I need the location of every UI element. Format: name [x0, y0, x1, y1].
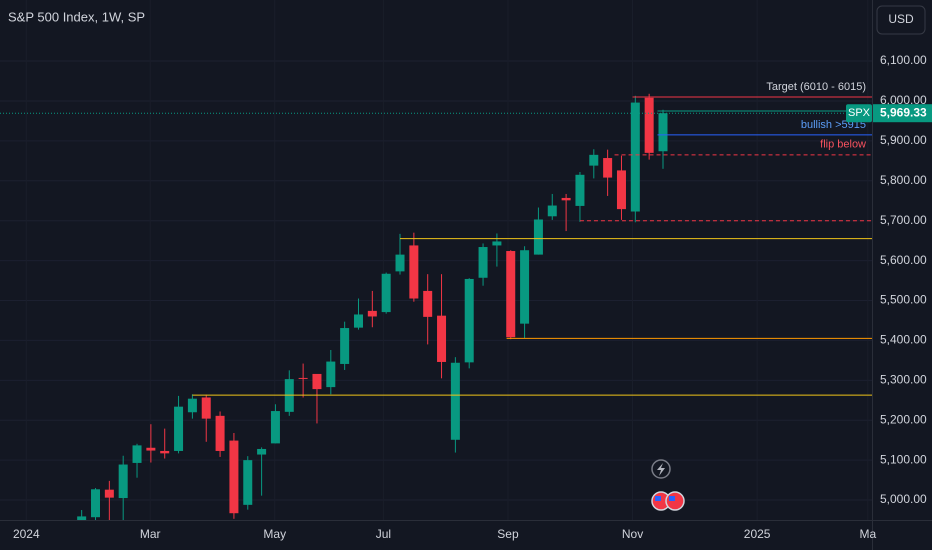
y-tick-label: 5,900.00	[880, 133, 927, 147]
candle-body	[506, 251, 516, 338]
candle-body	[367, 310, 377, 317]
candle-body	[603, 158, 613, 178]
candle-body	[547, 205, 557, 217]
level-label: flip below	[820, 139, 866, 151]
y-tick-label: 5,000.00	[880, 492, 927, 506]
candle-body	[589, 154, 599, 166]
event-icons	[651, 459, 685, 511]
x-tick-label: Sep	[497, 527, 519, 541]
candle-body	[353, 314, 363, 328]
candle-body	[561, 197, 571, 201]
candle-body	[630, 102, 640, 212]
flag	[655, 496, 661, 501]
candle-body	[326, 361, 336, 388]
candle-body	[91, 489, 101, 518]
x-tick-label: Nov	[622, 527, 643, 541]
y-tick-label: 5,600.00	[880, 253, 927, 267]
candle-body	[77, 516, 87, 520]
candle-body	[132, 445, 142, 463]
candle-body	[381, 273, 391, 313]
x-tick-label: 2025	[744, 527, 771, 541]
candle-body	[450, 362, 460, 440]
candle-body	[146, 447, 156, 451]
y-tick-label: 5,300.00	[880, 372, 927, 386]
candle-body	[658, 113, 668, 152]
candle-body	[312, 373, 322, 390]
x-tick-label: Jul	[376, 527, 391, 541]
x-tick-label: Mar	[140, 527, 161, 541]
candle-body	[478, 247, 488, 278]
y-tick-label: 6,000.00	[880, 93, 927, 107]
candle-body	[201, 397, 211, 419]
currency-label: USD	[888, 12, 914, 26]
candle-body	[616, 170, 626, 210]
candle-body	[464, 278, 474, 363]
candle-body	[533, 219, 543, 255]
symbol-label: SPX	[848, 107, 871, 119]
x-tick-label: Ma	[860, 527, 877, 541]
candle-body	[104, 489, 114, 498]
y-tick-label: 5,100.00	[880, 452, 927, 466]
axes: 5,000.00 5,100.00 5,200.00 5,300.00 5,400.00…	[13, 53, 932, 541]
y-tick-label: 5,800.00	[880, 173, 927, 187]
y-tick-label: 5,400.00	[880, 333, 927, 347]
x-tick-label: May	[263, 527, 286, 541]
chart-title: S&P 500 Index, 1W, SP	[8, 9, 145, 24]
flag	[669, 496, 675, 501]
candle-body	[215, 415, 225, 451]
symbol-tag	[846, 104, 872, 123]
candle-body	[644, 97, 654, 153]
candle-body	[160, 450, 170, 454]
y-tick-label: 5,700.00	[880, 213, 927, 227]
candle-body	[270, 411, 280, 444]
price-tag	[873, 104, 932, 123]
candle-body	[575, 174, 585, 206]
price-label: 5,969.33	[880, 105, 927, 119]
grid	[0, 60, 872, 501]
currency-button[interactable]	[876, 5, 926, 35]
candle-body	[298, 377, 308, 379]
candle-body	[409, 245, 419, 299]
y-tick-label: 6,100.00	[880, 53, 927, 67]
level-label: Target (6010 - 6015)	[766, 81, 866, 93]
candle-body	[187, 398, 197, 413]
y-tick-label: 5,200.00	[880, 412, 927, 426]
candle-body	[520, 250, 530, 324]
y-tick-label: 5,500.00	[880, 293, 927, 307]
candle-body	[395, 254, 405, 272]
x-tick-label: 2024	[13, 527, 40, 541]
candle-body	[437, 315, 447, 362]
candle-body	[243, 460, 253, 505]
lightning	[657, 463, 665, 476]
candle-body	[492, 241, 502, 246]
candle-body	[174, 406, 184, 451]
candle-body	[340, 328, 350, 364]
candle-body	[229, 440, 239, 514]
candle-body	[257, 448, 267, 455]
candle-body	[118, 464, 128, 499]
candle-body	[423, 290, 433, 317]
